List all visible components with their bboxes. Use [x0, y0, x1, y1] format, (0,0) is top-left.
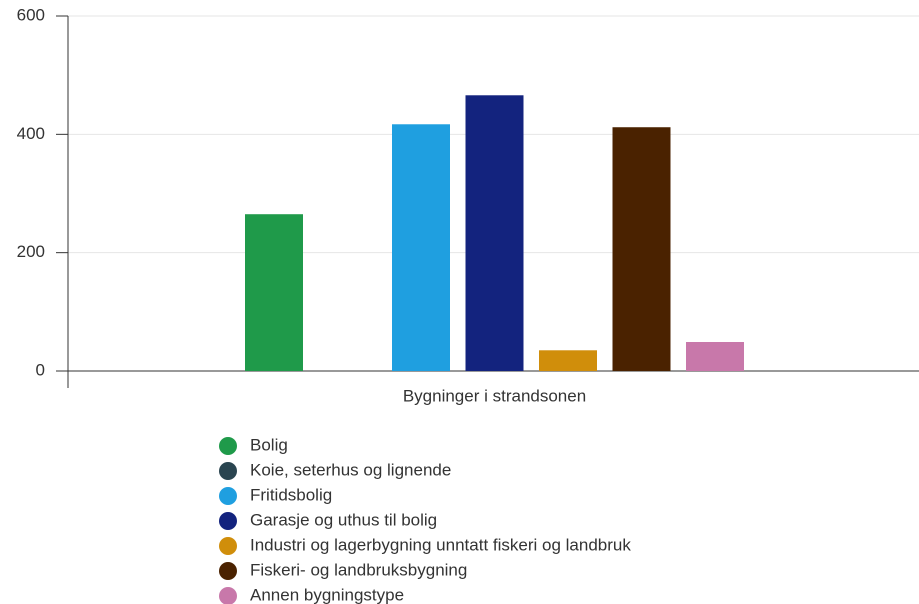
- legend-marker: [219, 512, 237, 530]
- legend-marker: [219, 437, 237, 455]
- y-tick-label: 0: [36, 360, 45, 379]
- legend-marker: [219, 537, 237, 555]
- bar: [612, 127, 671, 371]
- bar: [245, 214, 303, 371]
- legend-label: Industri og lagerbygning unntatt fiskeri…: [250, 535, 631, 554]
- y-tick-label: 600: [17, 5, 45, 24]
- legend-marker: [219, 562, 237, 580]
- y-tick-label: 400: [17, 124, 45, 143]
- x-tick-label: Bygninger i strandsonen: [403, 386, 586, 405]
- legend-label: Fritidsbolig: [250, 485, 332, 504]
- legend-label: Annen bygningstype: [250, 585, 404, 604]
- y-tick-label: 200: [17, 242, 45, 261]
- legend-label: Bolig: [250, 435, 288, 454]
- bar: [539, 350, 597, 371]
- legend-marker: [219, 462, 237, 480]
- legend-label: Koie, seterhus og lignende: [250, 460, 451, 479]
- legend-marker: [219, 587, 237, 604]
- bar: [686, 342, 744, 371]
- bar: [392, 124, 450, 372]
- legend-marker: [219, 487, 237, 505]
- legend-label: Garasje og uthus til bolig: [250, 510, 437, 529]
- bar: [465, 95, 524, 372]
- legend-label: Fiskeri- og landbruksbygning: [250, 560, 467, 579]
